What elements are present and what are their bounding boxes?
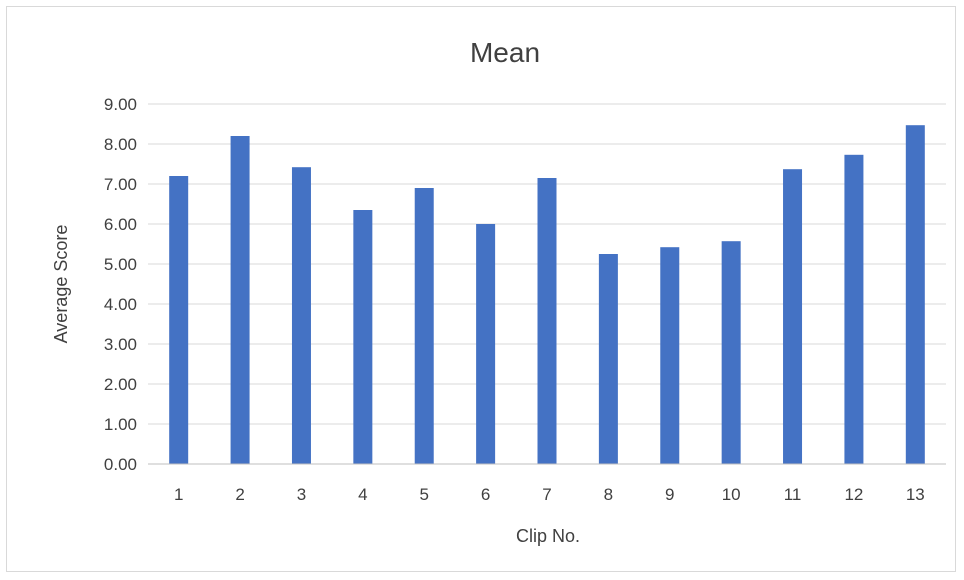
x-axis-title: Clip No. [516,526,580,546]
x-tick-label: 5 [419,485,428,504]
bar-clip-5 [414,188,434,464]
y-axis-title: Average Score [51,225,71,344]
y-tick-label: 4.00 [104,295,137,314]
x-tick-label: 7 [542,485,551,504]
bars [169,125,925,465]
y-tick-label: 5.00 [104,255,137,274]
x-tick-label: 6 [481,485,490,504]
y-tick-label: 1.00 [104,415,137,434]
y-tick-label: 9.00 [104,95,137,114]
bar-clip-11 [783,169,803,464]
bar-clip-7 [537,178,557,464]
y-tick-label: 6.00 [104,215,137,234]
chart-title: Mean [470,37,540,68]
x-tick-label: 1 [174,485,183,504]
bar-clip-9 [660,247,680,464]
y-tick-label: 8.00 [104,135,137,154]
bar-clip-3 [291,167,311,464]
x-tick-label: 4 [358,485,367,504]
bar-clip-13 [905,125,925,464]
bar-clip-4 [353,210,373,464]
bar-clip-10 [721,241,741,464]
bar-clip-8 [598,254,618,464]
x-tick-label: 11 [784,485,802,504]
x-tick-label: 10 [722,485,741,504]
bar-clip-6 [476,224,496,464]
x-tick-labels: 1 2 3 4 5 6 7 8 9 10 11 12 13 [174,485,925,504]
y-tick-label: 2.00 [104,375,137,394]
x-tick-label: 3 [297,485,306,504]
bar-clip-12 [844,154,864,465]
bar-clip-1 [169,176,189,464]
y-tick-label: 7.00 [104,175,137,194]
x-tick-label: 8 [604,485,613,504]
x-tick-label: 12 [844,485,863,504]
bar-clip-2 [230,136,250,464]
y-tick-label: 3.00 [104,335,137,354]
x-tick-label: 2 [235,485,244,504]
x-tick-label: 9 [665,485,674,504]
y-tick-label: 0.00 [104,455,137,474]
x-tick-label: 13 [906,485,925,504]
y-tick-labels: 0.00 1.00 2.00 3.00 4.00 5.00 6.00 7.00 8.00 9.00 [104,95,137,474]
